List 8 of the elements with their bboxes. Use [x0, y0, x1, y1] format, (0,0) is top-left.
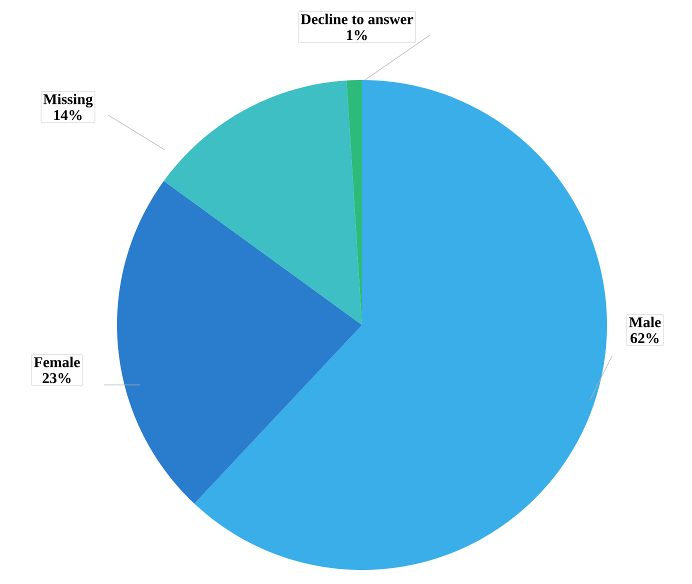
data-label: 14% — [54, 110, 82, 120]
data-label: 62% — [630, 333, 659, 344]
data-label: 1% — [347, 30, 367, 40]
slice-label: Female — [34, 356, 80, 368]
data-label: 23% — [42, 373, 71, 384]
slice-label: Decline to answer — [300, 14, 414, 24]
slice-label: Male — [629, 316, 661, 328]
slice-label: Missing — [43, 94, 93, 108]
